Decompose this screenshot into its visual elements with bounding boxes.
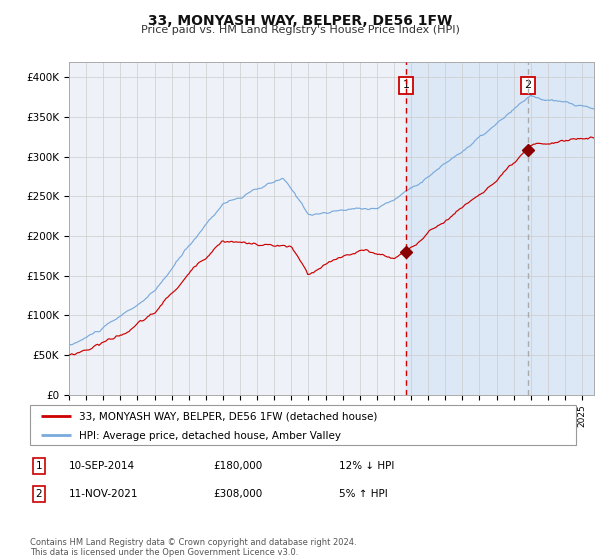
FancyBboxPatch shape	[30, 405, 576, 445]
Text: 12% ↓ HPI: 12% ↓ HPI	[339, 461, 394, 471]
Text: 2: 2	[524, 81, 532, 90]
Text: 1: 1	[403, 81, 409, 90]
Text: £180,000: £180,000	[213, 461, 262, 471]
Text: 33, MONYASH WAY, BELPER, DE56 1FW (detached house): 33, MONYASH WAY, BELPER, DE56 1FW (detac…	[79, 412, 377, 422]
Text: 10-SEP-2014: 10-SEP-2014	[69, 461, 135, 471]
Text: 5% ↑ HPI: 5% ↑ HPI	[339, 489, 388, 499]
Text: 2: 2	[35, 489, 43, 499]
Bar	[406, 62, 599, 395]
Text: Contains HM Land Registry data © Crown copyright and database right 2024.
This d: Contains HM Land Registry data © Crown c…	[30, 538, 356, 557]
Text: £308,000: £308,000	[213, 489, 262, 499]
Text: Price paid vs. HM Land Registry's House Price Index (HPI): Price paid vs. HM Land Registry's House …	[140, 25, 460, 35]
Text: HPI: Average price, detached house, Amber Valley: HPI: Average price, detached house, Ambe…	[79, 431, 341, 441]
Text: 11-NOV-2021: 11-NOV-2021	[69, 489, 139, 499]
Text: 1: 1	[35, 461, 43, 471]
Text: 33, MONYASH WAY, BELPER, DE56 1FW: 33, MONYASH WAY, BELPER, DE56 1FW	[148, 14, 452, 28]
